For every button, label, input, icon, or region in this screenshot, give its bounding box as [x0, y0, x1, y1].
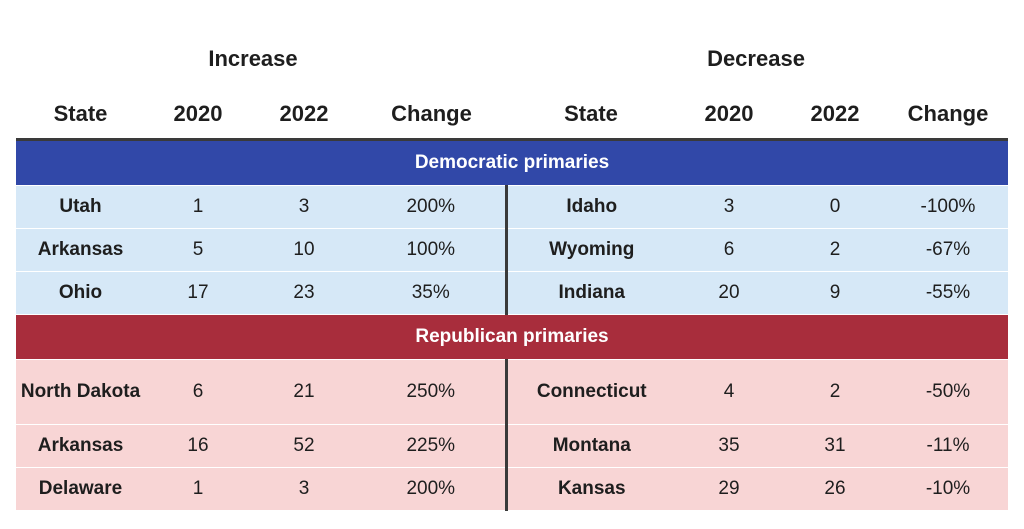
value-2022-cell: 23 [251, 271, 357, 315]
value-2022-cell: 2 [782, 228, 888, 272]
col-header-state-increase: State [16, 90, 145, 141]
state-cell: North Dakota [16, 359, 145, 425]
value-2022-cell: 31 [782, 424, 888, 468]
change-cell: 250% [357, 359, 508, 425]
change-cell: 200% [357, 185, 508, 229]
change-cell: 200% [357, 467, 508, 511]
value-2022-cell: 52 [251, 424, 357, 468]
change-cell: 35% [357, 271, 508, 315]
decrease-group-header: Decrease [707, 46, 805, 71]
change-cell: -67% [888, 228, 1008, 272]
value-2020-cell: 5 [145, 228, 251, 272]
table-row: Delaware 1 3 200% Kansas 29 26 -10% [16, 467, 1008, 511]
col-header-2022-increase: 2022 [251, 90, 357, 141]
change-cell: 225% [357, 424, 508, 468]
state-cell: Idaho [506, 185, 676, 229]
col-header-change-decrease: Change [888, 90, 1008, 141]
state-cell: Arkansas [16, 228, 145, 272]
state-cell: Arkansas [16, 424, 145, 468]
col-header-change-increase: Change [357, 90, 506, 141]
table-row: Arkansas 16 52 225% Montana 35 31 -11% [16, 424, 1008, 468]
table-row: Arkansas 5 10 100% Wyoming 6 2 -67% [16, 228, 1008, 272]
value-2022-cell: 26 [782, 467, 888, 511]
value-2022-cell: 3 [251, 467, 357, 511]
col-header-2020-decrease: 2020 [676, 90, 782, 141]
state-cell: Indiana [506, 271, 676, 315]
header-row: State 2020 2022 Change State 2020 2022 C… [16, 90, 1008, 141]
value-2020-cell: 6 [145, 359, 251, 425]
state-cell: Utah [16, 185, 145, 229]
change-cell: -10% [888, 467, 1008, 511]
col-header-2022-decrease: 2022 [782, 90, 888, 141]
value-2020-cell: 4 [676, 359, 782, 425]
change-cell: 100% [357, 228, 508, 272]
value-2022-cell: 0 [782, 185, 888, 229]
value-2022-cell: 3 [251, 185, 357, 229]
table-row: North Dakota 6 21 250% Connecticut 4 2 -… [16, 359, 1008, 425]
state-cell: Montana [506, 424, 676, 468]
table-row: Ohio 17 23 35% Indiana 20 9 -55% [16, 271, 1008, 315]
value-2022-cell: 10 [251, 228, 357, 272]
value-2020-cell: 6 [676, 228, 782, 272]
state-cell: Ohio [16, 271, 145, 315]
change-cell: -55% [888, 271, 1008, 315]
value-2022-cell: 9 [782, 271, 888, 315]
state-cell: Delaware [16, 467, 145, 511]
value-2022-cell: 2 [782, 359, 888, 425]
value-2020-cell: 35 [676, 424, 782, 468]
state-cell: Wyoming [506, 228, 676, 272]
change-cell: -50% [888, 359, 1008, 425]
section-title: Democratic primaries [16, 139, 1008, 186]
col-header-state-decrease: State [506, 90, 676, 141]
state-cell: Kansas [506, 467, 676, 511]
section-header-republican: Republican primaries [16, 314, 1008, 360]
col-header-2020-increase: 2020 [145, 90, 251, 141]
table-row: Utah 1 3 200% Idaho 3 0 -100% [16, 185, 1008, 229]
section-title: Republican primaries [16, 314, 1008, 360]
increase-group-header: Increase [208, 46, 298, 71]
change-cell: -11% [888, 424, 1008, 468]
state-cell: Connecticut [506, 359, 676, 425]
change-cell: -100% [888, 185, 1008, 229]
value-2020-cell: 1 [145, 467, 251, 511]
section-header-democratic: Democratic primaries [16, 139, 1008, 186]
value-2022-cell: 21 [251, 359, 357, 425]
value-2020-cell: 3 [676, 185, 782, 229]
value-2020-cell: 17 [145, 271, 251, 315]
value-2020-cell: 29 [676, 467, 782, 511]
value-2020-cell: 20 [676, 271, 782, 315]
value-2020-cell: 16 [145, 424, 251, 468]
primaries-table: State 2020 2022 Change State 2020 2022 C… [16, 90, 1008, 511]
value-2020-cell: 1 [145, 185, 251, 229]
